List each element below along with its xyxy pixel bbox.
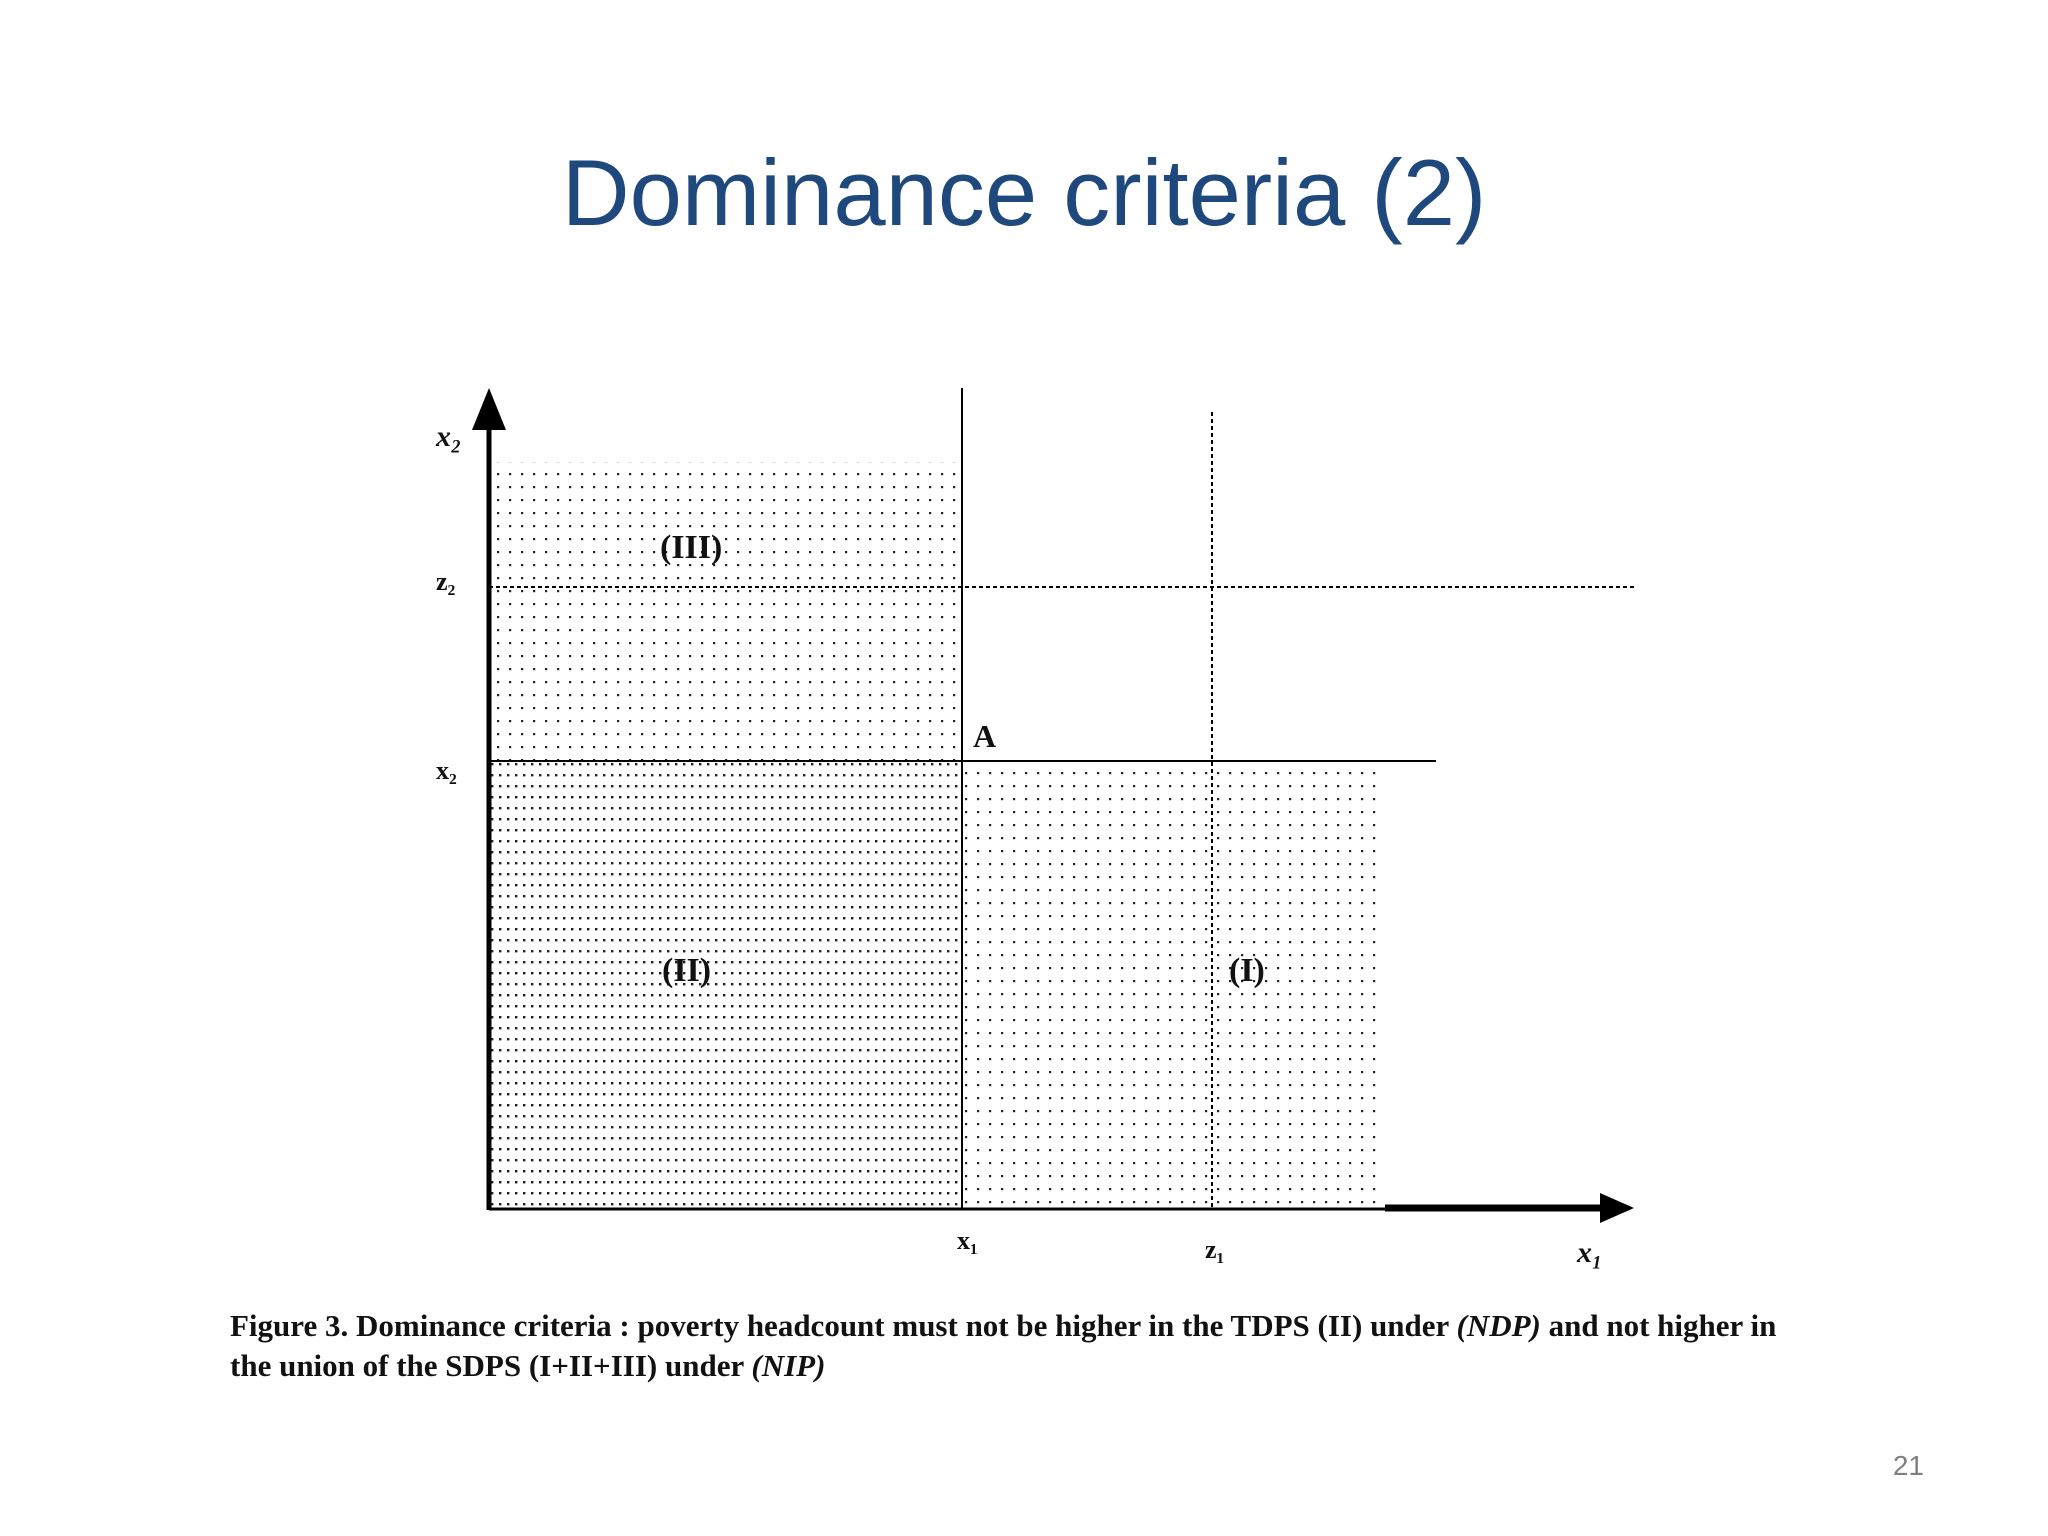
caption-ndp: (NDP) [1456, 1308, 1541, 1343]
page-number: 21 [1892, 1450, 1924, 1481]
caption-nip: (NIP) [751, 1348, 826, 1383]
tick-label-x1: x₁ [957, 1226, 978, 1255]
y-axis-arrow [472, 388, 506, 430]
caption-text-2: and not higher in the union of the SDPS … [230, 1308, 1777, 1383]
slide-title: Dominance criteria (2) [561, 140, 1487, 245]
caption-text-1: Figure 3. Dominance criteria : poverty h… [230, 1308, 1457, 1343]
region-ii-area [489, 761, 962, 1209]
tick-label-z1: z₁ [1205, 1235, 1224, 1264]
region-ii-label: (II) [662, 952, 711, 989]
y-axis-label: x₂ [435, 420, 461, 453]
tick-label-z2: z₂ [436, 567, 456, 596]
region-i-area [962, 761, 1382, 1209]
region-iii-label: (III) [660, 529, 722, 566]
point-a-label: A [973, 718, 996, 754]
region-iii-area [489, 462, 962, 761]
tick-label-x2: x₂ [436, 756, 457, 785]
x-axis-label: x₁ [1576, 1236, 1602, 1269]
figure-caption: Figure 3. Dominance criteria : poverty h… [230, 1306, 1790, 1386]
region-i-label: (I) [1229, 952, 1265, 989]
x-axis-arrow [1600, 1193, 1634, 1223]
